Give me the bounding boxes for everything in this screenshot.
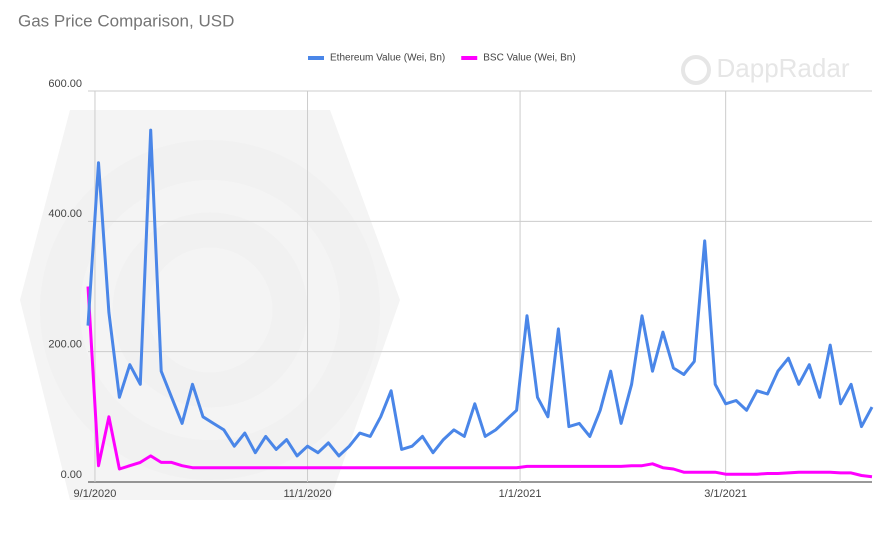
watermark: DappRadar bbox=[717, 53, 850, 83]
y-tick-label: 200.00 bbox=[48, 339, 82, 351]
logo-watermark bbox=[20, 110, 400, 500]
legend-label: BSC Value (Wei, Bn) bbox=[483, 53, 575, 64]
y-tick-label: 400.00 bbox=[48, 208, 82, 220]
x-tick-label: 9/1/2020 bbox=[74, 488, 117, 500]
x-tick-label: 1/1/2021 bbox=[499, 488, 542, 500]
series-line bbox=[86, 286, 873, 479]
legend-label: Ethereum Value (Wei, Bn) bbox=[330, 53, 445, 64]
watermark-icon bbox=[681, 55, 711, 85]
x-tick-label: 3/1/2021 bbox=[704, 488, 747, 500]
chart-title: Gas Price Comparison, USD bbox=[18, 11, 234, 30]
y-tick-label: 600.00 bbox=[48, 78, 82, 90]
series-line bbox=[86, 128, 874, 458]
y-tick-label: 0.00 bbox=[61, 469, 82, 481]
x-tick-label: 11/1/2020 bbox=[283, 488, 331, 500]
